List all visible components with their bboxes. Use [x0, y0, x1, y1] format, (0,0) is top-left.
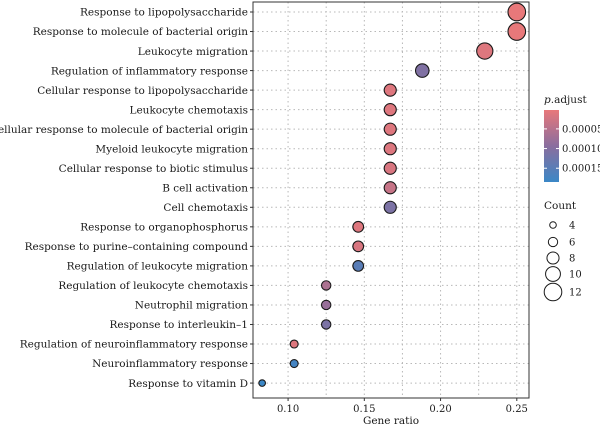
x-axis: 0.10 0.15 0.20 0.25 — [277, 398, 528, 415]
y-tick-label: Neuroinflammatory response — [92, 358, 248, 370]
color-bar-tick-label: 0.00005 — [562, 124, 600, 135]
data-point — [507, 2, 527, 22]
data-point — [320, 280, 332, 291]
data-points — [258, 2, 527, 387]
data-point — [383, 103, 397, 117]
data-point — [352, 240, 365, 253]
size-legend-label: 6 — [569, 238, 575, 249]
x-tick-label: 0.25 — [506, 404, 528, 415]
color-bar-tick-label: 0.00015 — [562, 164, 600, 175]
y-tick-label: Response to interleukin–1 — [110, 319, 248, 331]
size-legend-circle — [545, 266, 561, 282]
data-point — [507, 22, 527, 41]
size-legend-label: 8 — [569, 254, 575, 265]
y-tick-label: Cellular response to molecule of bacteri… — [0, 124, 248, 136]
size-legend-title: Count — [544, 200, 577, 212]
data-point — [383, 83, 397, 97]
color-legend-title-italic: p — [544, 94, 551, 106]
data-point — [352, 220, 365, 233]
y-tick-label: Regulation of neuroinflammatory response — [20, 339, 248, 351]
size-legend-circle — [546, 251, 560, 265]
y-tick-label: Regulation of leukocyte migration — [67, 261, 249, 273]
color-bar — [544, 110, 559, 182]
size-legend: Count 4 6 8 10 12 — [543, 200, 582, 302]
color-legend-title-rest: .adjust — [551, 94, 588, 106]
size-legend-label: 4 — [569, 221, 575, 232]
data-point — [320, 299, 332, 311]
x-tick-label: 0.20 — [429, 404, 451, 415]
y-tick-label: Cellular response to biotic stimulus — [59, 163, 248, 175]
y-tick-label: Myeloid leukocyte migration — [95, 143, 248, 155]
size-legend-items: 4 6 8 10 12 — [543, 221, 582, 302]
gridlines — [253, 2, 529, 398]
data-point — [383, 181, 397, 195]
data-point — [258, 379, 267, 387]
color-bar-ticks: 0.00005 0.00010 0.00015 — [544, 124, 600, 175]
size-legend-label: 10 — [569, 270, 582, 281]
y-tick-label: Leukocyte chemotaxis — [130, 104, 249, 116]
data-point — [289, 359, 299, 369]
y-tick-label: Response to purine–containing compound — [25, 241, 249, 253]
size-legend-label: 12 — [569, 288, 582, 299]
y-tick-label: B cell activation — [162, 182, 248, 194]
y-tick-label: Response to lipopolysaccharide — [80, 7, 248, 19]
size-legend-circle — [547, 236, 559, 248]
data-point — [383, 161, 397, 175]
plot-panel-border — [252, 1, 530, 399]
y-tick-label: Neutrophil migration — [135, 300, 248, 312]
y-tick-label: Regulation of leukocyte chemotaxis — [58, 280, 248, 292]
y-tick-label: Regulation of inflammatory response — [51, 65, 248, 77]
y-tick-label: Leukocyte migration — [138, 46, 248, 58]
color-legend-title: p.adjust — [544, 94, 587, 106]
x-tick-label: 0.15 — [353, 404, 375, 415]
data-point — [352, 259, 365, 272]
y-tick-label: Response to organophosphorus — [80, 222, 248, 234]
y-tick-label: Cell chemotaxis — [163, 202, 248, 214]
x-axis-title: Gene ratio — [363, 415, 419, 427]
data-point — [383, 122, 397, 136]
data-point — [289, 339, 299, 349]
y-tick-label: Cellular response to lipopolysaccharide — [37, 85, 248, 97]
x-tick-label: 0.10 — [277, 404, 299, 415]
data-point — [320, 319, 332, 330]
color-bar-tick-label: 0.00010 — [562, 144, 600, 155]
y-tick-label: Response to molecule of bacterial origin — [33, 26, 248, 38]
size-legend-circle — [549, 221, 557, 229]
data-point — [476, 42, 494, 60]
color-legend: p.adjust 0.00005 0.00010 0.00015 — [544, 94, 600, 182]
y-axis-term-labels: Response to lipopolysaccharide Response t… — [0, 7, 253, 390]
data-point — [383, 200, 397, 214]
size-legend-circle — [543, 282, 563, 302]
y-tick-label: Response to vitamin D — [128, 378, 248, 390]
data-point — [414, 63, 430, 78]
data-point — [383, 142, 397, 156]
